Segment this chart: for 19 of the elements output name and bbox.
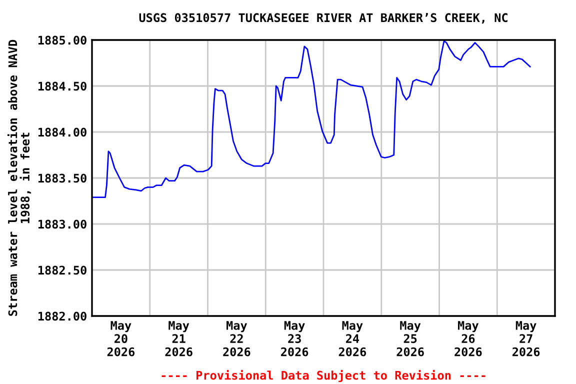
y-axis-title: Stream water level elevation above NAVD 1988, in feet xyxy=(7,40,32,316)
chart-title: USGS 03510577 TUCKASEGEE RIVER AT BARKER’S CREEK, NC xyxy=(139,12,508,24)
x-tick-label: May 24 2026 xyxy=(338,321,366,356)
y-tick-label: 1883.50 xyxy=(38,174,86,183)
x-tick-label: May 21 2026 xyxy=(165,321,192,356)
y-tick-label: 1883.00 xyxy=(38,220,86,229)
y-tick-label: 1882.00 xyxy=(38,312,86,321)
text: ---- Provisional Data Subject to Revision ---- xyxy=(162,370,486,382)
x-tick-label: May 27 2026 xyxy=(512,321,540,356)
x-tick-label: May 25 2026 xyxy=(396,321,424,356)
y-tick-label: 1884.50 xyxy=(38,82,86,91)
x-tick-label: May 23 2026 xyxy=(281,321,308,356)
line-series xyxy=(92,40,531,198)
x-tick-label: May 22 2026 xyxy=(223,321,250,356)
y-tick-label: 1885.00 xyxy=(38,36,86,45)
x-tick-label: May 20 2026 xyxy=(107,321,135,356)
y-tick-label: 1882.50 xyxy=(38,266,86,275)
y-tick-label: 1884.00 xyxy=(38,128,86,137)
x-tick-label: May 26 2026 xyxy=(454,321,482,356)
